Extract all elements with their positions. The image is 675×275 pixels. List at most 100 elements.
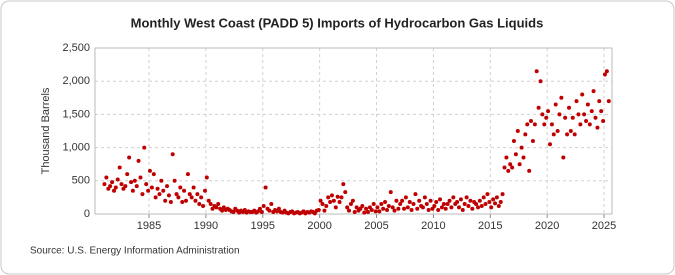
data-point: [426, 208, 431, 213]
data-point: [347, 208, 352, 213]
data-point: [144, 182, 149, 187]
data-point: [402, 206, 407, 211]
data-point: [329, 193, 334, 198]
data-point: [182, 188, 187, 193]
y-tick-label: 0: [84, 208, 90, 220]
data-point: [508, 162, 513, 167]
data-point: [422, 195, 427, 200]
data-point: [220, 208, 225, 213]
data-point: [115, 177, 120, 182]
data-point: [405, 205, 410, 210]
data-point: [396, 206, 401, 211]
data-point: [176, 195, 181, 200]
data-point: [521, 155, 526, 160]
data-point: [515, 129, 520, 133]
data-point: [267, 208, 272, 213]
data-point: [157, 192, 162, 197]
data-point: [470, 206, 475, 211]
data-point: [149, 185, 154, 190]
data-point: [110, 180, 115, 185]
data-point: [187, 192, 192, 197]
data-point: [585, 102, 590, 107]
data-point: [477, 198, 482, 203]
data-point: [443, 206, 448, 211]
data-point: [398, 202, 403, 207]
data-point: [208, 202, 213, 207]
data-point: [578, 122, 583, 127]
data-point: [159, 178, 164, 183]
data-point: [104, 175, 109, 180]
data-point: [534, 69, 539, 74]
data-point: [123, 184, 128, 189]
data-point: [259, 210, 264, 215]
x-tick-label: 2015: [478, 220, 502, 232]
data-point: [394, 198, 399, 203]
data-point: [491, 197, 496, 202]
plot-border: [94, 47, 613, 215]
data-point: [197, 202, 202, 207]
data-point: [384, 208, 389, 213]
data-point: [383, 200, 388, 205]
data-point: [595, 125, 600, 130]
data-point: [494, 195, 499, 200]
data-point: [269, 202, 274, 207]
data-point: [201, 204, 206, 209]
data-point: [335, 194, 340, 199]
data-point: [151, 172, 156, 177]
data-point: [417, 198, 422, 203]
x-tick-label: 2020: [535, 220, 559, 232]
data-point: [343, 190, 348, 195]
data-point: [206, 198, 211, 203]
data-point: [511, 138, 516, 143]
data-point: [436, 208, 441, 213]
data-point: [142, 145, 147, 150]
data-point: [498, 200, 503, 205]
data-point: [424, 202, 429, 207]
data-point: [538, 79, 543, 84]
data-point: [165, 184, 170, 189]
data-point: [214, 205, 219, 210]
x-tick-label: 2010: [421, 220, 445, 232]
data-point: [549, 122, 554, 127]
data-point: [502, 165, 507, 170]
data-point: [510, 165, 515, 170]
data-point: [337, 200, 342, 205]
data-point: [318, 198, 323, 203]
data-point: [597, 99, 602, 104]
data-point: [407, 200, 412, 205]
data-point: [432, 204, 437, 209]
data-point: [153, 195, 158, 200]
data-point: [548, 142, 553, 147]
data-point: [366, 210, 371, 215]
x-tick-label: 1995: [251, 220, 275, 232]
data-point: [178, 185, 183, 190]
data-point: [458, 197, 463, 202]
data-point: [191, 185, 196, 190]
data-point: [324, 204, 329, 209]
chart-title: Monthly West Coast (PADD 5) Imports of H…: [131, 15, 544, 30]
data-point: [127, 155, 132, 160]
data-point: [185, 172, 190, 177]
data-point: [146, 188, 151, 193]
data-point: [447, 198, 452, 203]
data-point: [483, 202, 488, 207]
data-point: [530, 138, 535, 143]
data-point: [500, 192, 505, 197]
data-point: [606, 99, 611, 104]
data-point: [379, 202, 384, 207]
data-point: [513, 152, 518, 157]
data-point: [455, 200, 460, 205]
y-axis-label: Thousand Barrels: [40, 87, 52, 174]
data-point: [559, 95, 564, 100]
data-point: [445, 202, 450, 207]
data-point: [563, 115, 568, 120]
data-point: [428, 198, 433, 203]
data-point: [451, 195, 456, 200]
data-point: [487, 200, 492, 205]
data-point: [316, 208, 321, 213]
data-point: [371, 202, 376, 207]
data-point: [362, 210, 367, 215]
data-point: [161, 188, 166, 193]
data-point: [189, 195, 194, 200]
data-point: [333, 205, 338, 210]
